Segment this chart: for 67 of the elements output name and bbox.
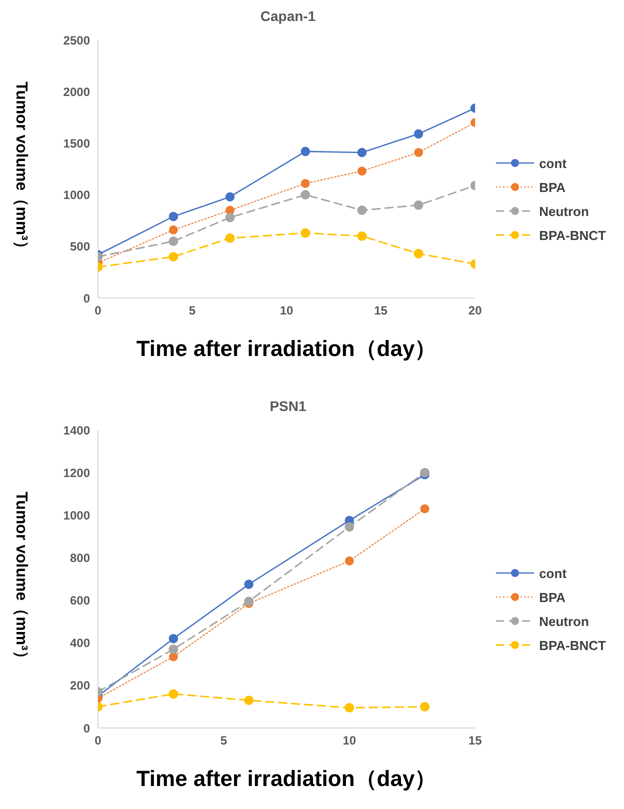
point — [244, 580, 254, 589]
point — [168, 236, 178, 246]
x-tick-label: 10 — [342, 734, 356, 748]
chart-title: Capan-1 — [259, 8, 317, 26]
legend-label: cont — [539, 566, 567, 580]
legend-label: BPA — [539, 590, 566, 604]
x-axis-title: Time after irradiation（day） — [136, 336, 437, 361]
y-tick-label: 800 — [70, 550, 90, 565]
legend-label: BPA-BNCT — [539, 638, 606, 652]
point — [168, 212, 178, 222]
point — [300, 178, 310, 188]
point — [168, 644, 178, 654]
y-tick-label: 600 — [70, 594, 90, 608]
point — [300, 146, 310, 156]
legend-label: Neutron — [539, 614, 589, 628]
y-tick-label: 0 — [83, 721, 90, 736]
point — [357, 206, 367, 216]
point — [344, 556, 354, 566]
y-tick-label: 1500 — [63, 136, 90, 150]
point — [168, 252, 178, 262]
y-tick-label: 1400 — [63, 423, 90, 438]
y-axis-title: Tumor volume（mm³） — [12, 492, 30, 666]
point — [357, 166, 366, 176]
legend-label: cont — [539, 156, 567, 170]
point — [344, 703, 354, 713]
legend-label: BPA — [539, 180, 566, 194]
point — [420, 702, 430, 712]
legend-label: BPA-BNCT — [539, 228, 606, 242]
point — [357, 148, 367, 158]
y-tick-label: 2500 — [63, 33, 90, 48]
point — [225, 192, 235, 202]
chart-title: PSN1 — [268, 398, 308, 416]
point — [420, 468, 430, 478]
y-tick-label: 500 — [70, 240, 90, 254]
point — [414, 248, 424, 258]
y-tick-label: 0 — [83, 291, 90, 306]
y-tick-label: 400 — [70, 636, 90, 650]
y-tick-label: 1000 — [63, 508, 90, 522]
x-tick-label: 5 — [220, 734, 228, 748]
point — [420, 504, 430, 514]
x-axis-title: Time after irradiation（day） — [136, 766, 437, 791]
point — [168, 225, 178, 234]
point — [414, 148, 424, 157]
point — [344, 522, 354, 532]
point — [300, 190, 310, 200]
x-tick-label: 0 — [94, 304, 102, 318]
point — [300, 228, 310, 238]
y-axis-title: Tumor volume（mm³） — [12, 82, 30, 256]
x-tick-label: 0 — [94, 734, 102, 748]
point — [168, 634, 178, 644]
x-tick-label: 20 — [468, 304, 482, 318]
x-tick-label: 5 — [188, 304, 196, 318]
point — [414, 129, 424, 139]
y-tick-label: 1000 — [63, 188, 90, 202]
point — [414, 200, 424, 210]
point — [225, 212, 235, 222]
y-tick-label: 200 — [70, 678, 90, 693]
legend-label: Neutron — [539, 204, 589, 218]
y-tick-label: 1200 — [63, 466, 90, 480]
x-tick-label: 15 — [374, 304, 388, 318]
x-tick-label: 10 — [280, 304, 294, 318]
point — [357, 231, 367, 241]
x-tick-label: 15 — [468, 734, 482, 748]
point — [225, 233, 235, 243]
point — [244, 696, 254, 706]
point — [168, 689, 178, 699]
y-tick-label: 2000 — [63, 84, 90, 99]
